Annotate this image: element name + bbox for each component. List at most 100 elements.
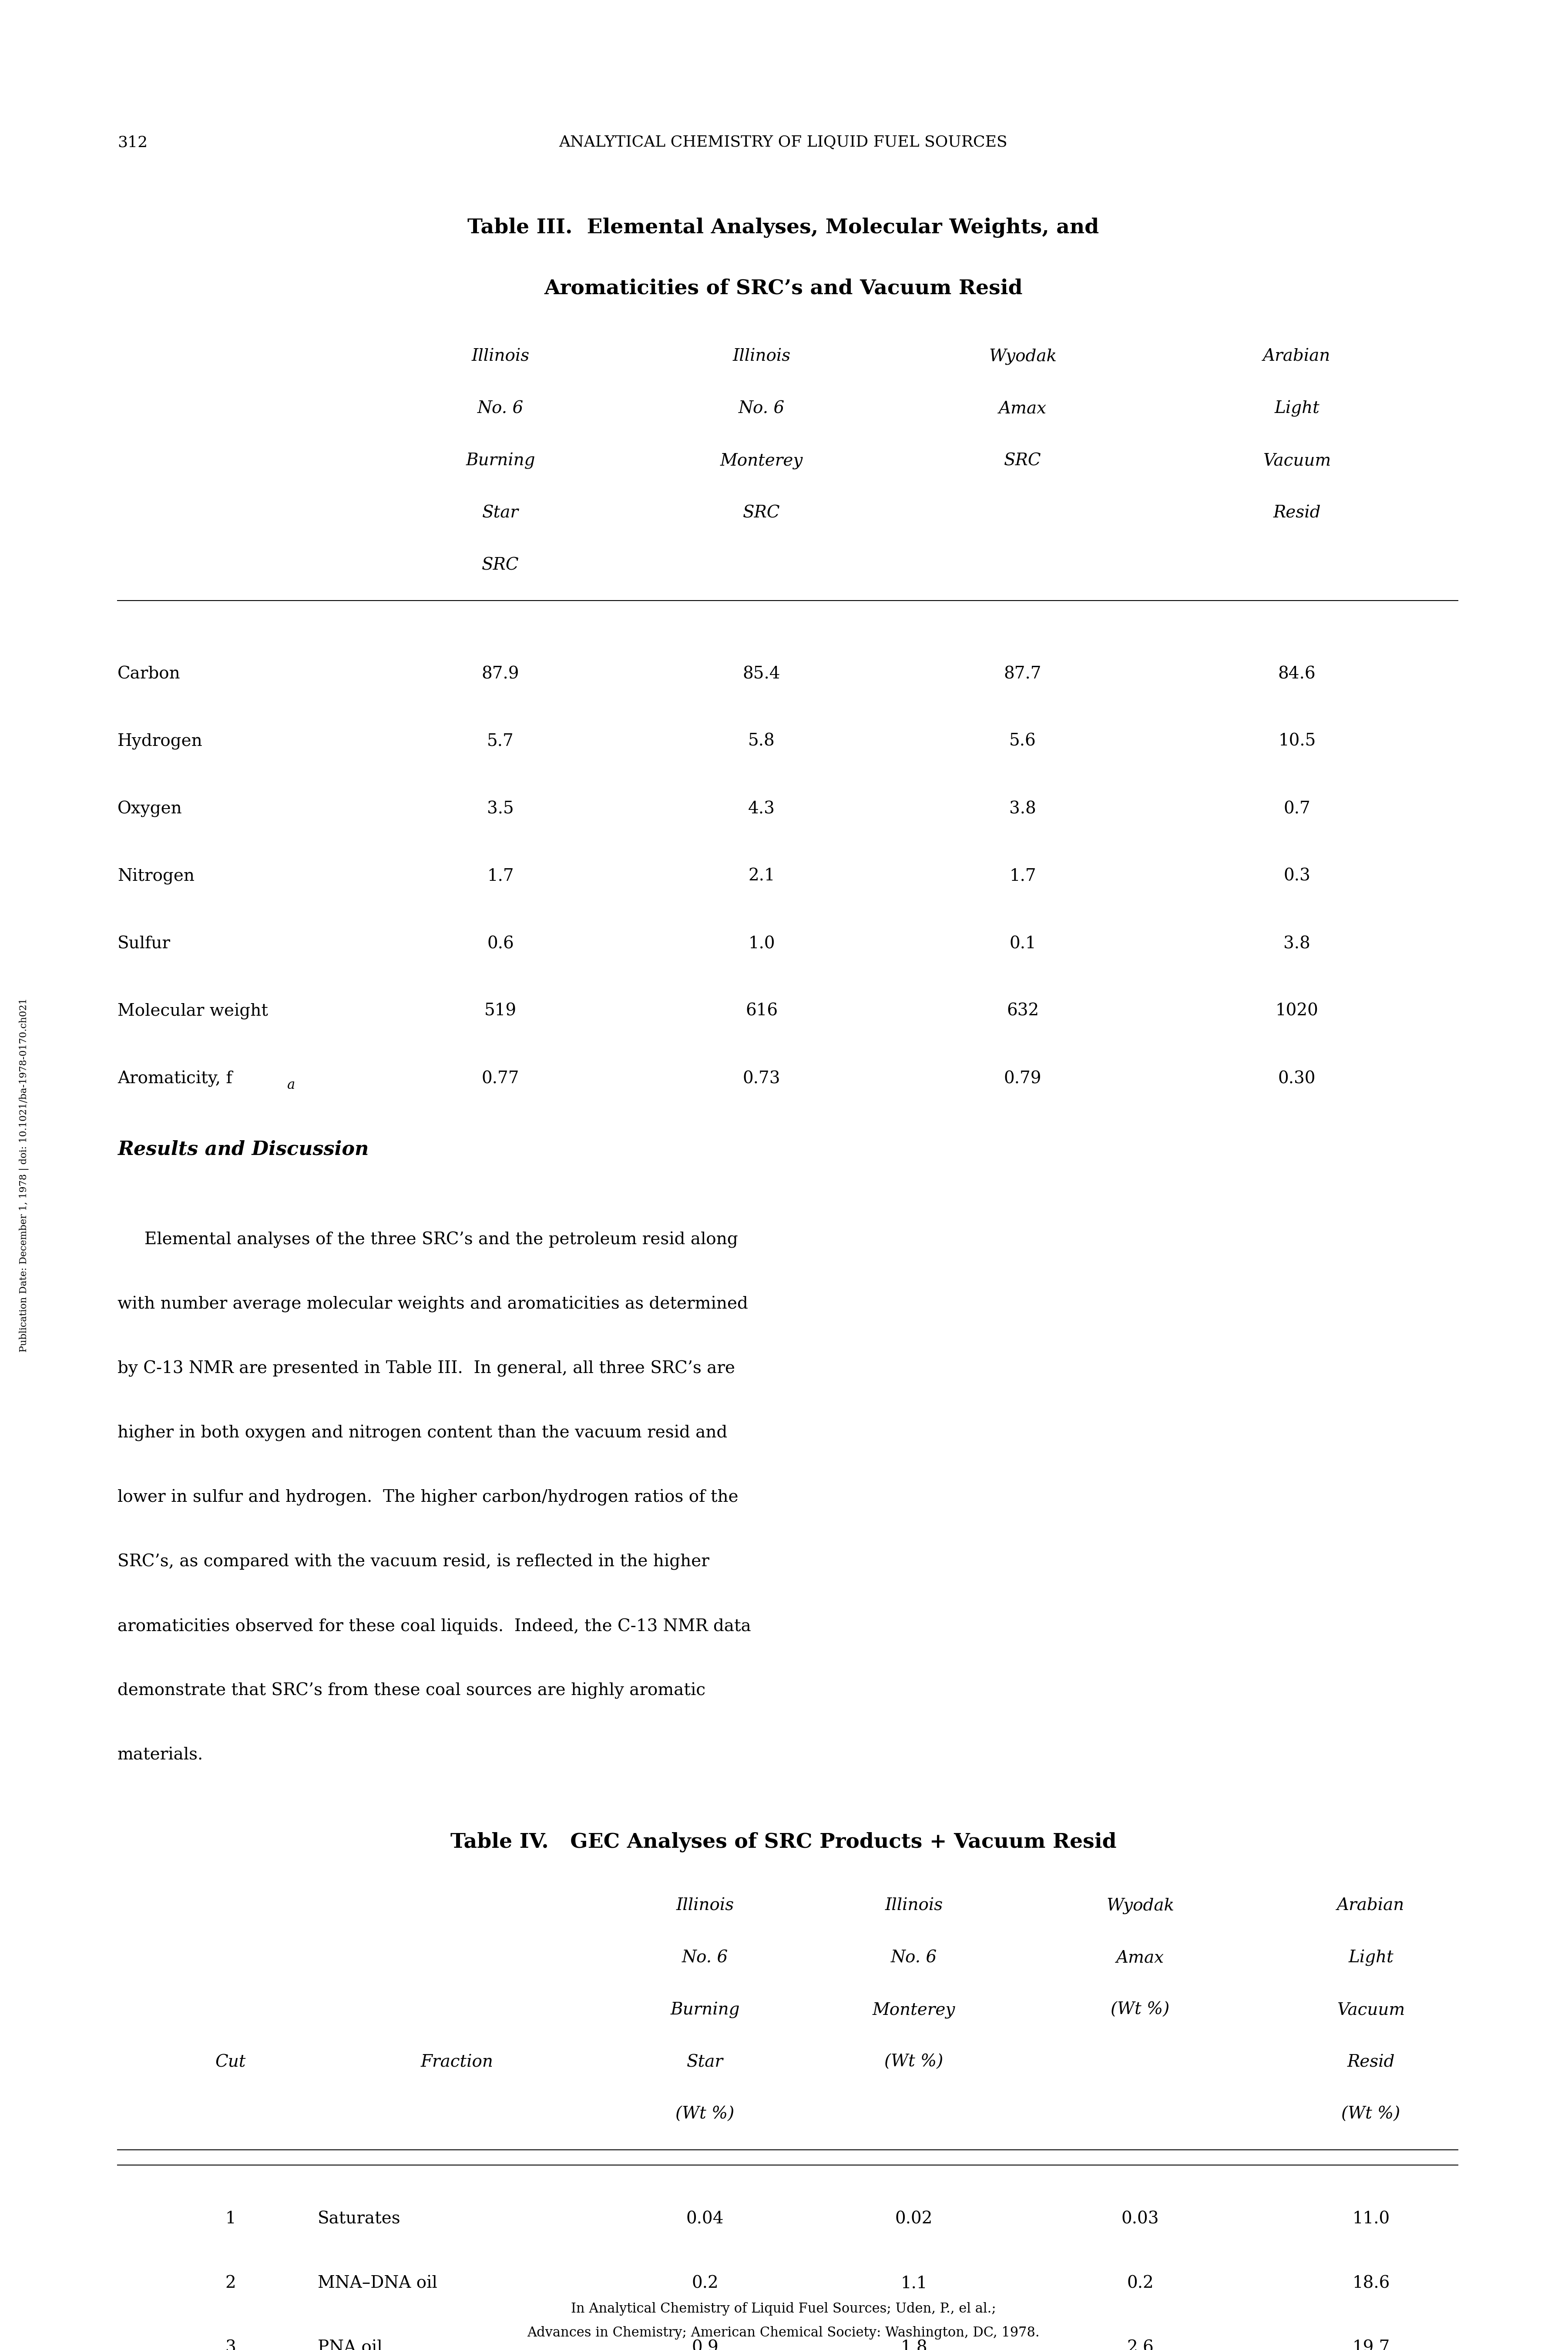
- Text: Publication Date: December 1, 1978 | doi: 10.1021/ba-1978-0170.ch021: Publication Date: December 1, 1978 | doi…: [19, 999, 28, 1351]
- Text: Vacuum: Vacuum: [1262, 454, 1331, 468]
- Text: PNA oil: PNA oil: [318, 2341, 383, 2350]
- Text: Amax: Amax: [999, 400, 1046, 416]
- Text: by C-13 NMR are presented in Table III.  In general, all three SRC’s are: by C-13 NMR are presented in Table III. …: [118, 1361, 735, 1377]
- Text: Wyodak: Wyodak: [1107, 1896, 1174, 1913]
- Text: Saturates: Saturates: [318, 2211, 401, 2228]
- Text: a: a: [287, 1079, 295, 1093]
- Text: 1.1: 1.1: [900, 2275, 927, 2291]
- Text: 0.04: 0.04: [687, 2211, 724, 2228]
- Text: Aromaticity, f: Aromaticity, f: [118, 1072, 232, 1088]
- Text: 2: 2: [226, 2275, 237, 2291]
- Text: with number average molecular weights and aromaticities as determined: with number average molecular weights an…: [118, 1295, 748, 1314]
- Text: Results and Discussion: Results and Discussion: [118, 1140, 368, 1159]
- Text: 10.5: 10.5: [1278, 733, 1316, 750]
- Text: Resid: Resid: [1273, 505, 1320, 522]
- Text: 519: 519: [485, 1003, 516, 1020]
- Text: No. 6: No. 6: [739, 400, 784, 416]
- Text: Fraction: Fraction: [420, 2054, 494, 2070]
- Text: 18.6: 18.6: [1352, 2275, 1389, 2291]
- Text: Oxygen: Oxygen: [118, 801, 182, 818]
- Text: 1.0: 1.0: [748, 935, 775, 952]
- Text: 0.73: 0.73: [743, 1072, 781, 1086]
- Text: (Wt %): (Wt %): [1342, 2106, 1400, 2122]
- Text: Aromaticities of SRC’s and Vacuum Resid: Aromaticities of SRC’s and Vacuum Resid: [544, 280, 1022, 298]
- Text: 84.6: 84.6: [1278, 665, 1316, 681]
- Text: Table III.  Elemental Analyses, Molecular Weights, and: Table III. Elemental Analyses, Molecular…: [467, 219, 1099, 237]
- Text: Arabian: Arabian: [1338, 1896, 1405, 1913]
- Text: materials.: materials.: [118, 1746, 204, 1762]
- Text: 1020: 1020: [1275, 1003, 1319, 1020]
- Text: aromaticities observed for these coal liquids.  Indeed, the C-13 NMR data: aromaticities observed for these coal li…: [118, 1619, 751, 1633]
- Text: lower in sulfur and hydrogen.  The higher carbon/hydrogen ratios of the: lower in sulfur and hydrogen. The higher…: [118, 1490, 739, 1506]
- Text: Illinois: Illinois: [676, 1896, 734, 1913]
- Text: 0.2: 0.2: [1127, 2275, 1154, 2291]
- Text: higher in both oxygen and nitrogen content than the vacuum resid and: higher in both oxygen and nitrogen conte…: [118, 1424, 728, 1441]
- Text: Cut: Cut: [215, 2054, 246, 2070]
- Text: Illinois: Illinois: [472, 348, 530, 364]
- Text: Monterey: Monterey: [872, 2002, 955, 2019]
- Text: Arabian: Arabian: [1264, 348, 1331, 364]
- Text: 5.7: 5.7: [488, 733, 514, 750]
- Text: Star: Star: [687, 2054, 723, 2070]
- Text: Nitrogen: Nitrogen: [118, 867, 194, 884]
- Text: Resid: Resid: [1347, 2054, 1394, 2070]
- Text: 1.8: 1.8: [900, 2341, 927, 2350]
- Text: 4.3: 4.3: [748, 801, 775, 818]
- Text: 2.1: 2.1: [748, 867, 775, 884]
- Text: 0.2: 0.2: [691, 2275, 718, 2291]
- Text: SRC: SRC: [481, 557, 519, 573]
- Text: 1.7: 1.7: [488, 867, 514, 884]
- Text: 0.6: 0.6: [488, 935, 514, 952]
- Text: No. 6: No. 6: [477, 400, 524, 416]
- Text: 0.9: 0.9: [691, 2341, 718, 2350]
- Text: 0.3: 0.3: [1284, 867, 1311, 884]
- Text: 0.03: 0.03: [1121, 2211, 1159, 2228]
- Text: Illinois: Illinois: [732, 348, 790, 364]
- Text: 0.79: 0.79: [1004, 1072, 1041, 1086]
- Text: Molecular weight: Molecular weight: [118, 1003, 268, 1020]
- Text: Burning: Burning: [466, 454, 535, 470]
- Text: 3.8: 3.8: [1284, 935, 1311, 952]
- Text: Monterey: Monterey: [720, 454, 803, 470]
- Text: 0.7: 0.7: [1284, 801, 1311, 818]
- Text: 0.77: 0.77: [481, 1072, 519, 1086]
- Text: 85.4: 85.4: [743, 665, 781, 681]
- Text: Table IV.   GEC Analyses of SRC Products + Vacuum Resid: Table IV. GEC Analyses of SRC Products +…: [450, 1833, 1116, 1852]
- Text: (Wt %): (Wt %): [676, 2106, 734, 2122]
- Text: Star: Star: [483, 505, 519, 522]
- Text: 1: 1: [226, 2211, 237, 2228]
- Text: 5.6: 5.6: [1010, 733, 1036, 750]
- Text: SRC’s, as compared with the vacuum resid, is reflected in the higher: SRC’s, as compared with the vacuum resid…: [118, 1553, 709, 1570]
- Text: 11.0: 11.0: [1352, 2211, 1389, 2228]
- Text: 5.8: 5.8: [748, 733, 775, 750]
- Text: ANALYTICAL CHEMISTRY OF LIQUID FUEL SOURCES: ANALYTICAL CHEMISTRY OF LIQUID FUEL SOUR…: [560, 134, 1008, 150]
- Text: In Analytical Chemistry of Liquid Fuel Sources; Uden, P., el al.;: In Analytical Chemistry of Liquid Fuel S…: [571, 2303, 996, 2315]
- Text: Illinois: Illinois: [884, 1896, 942, 1913]
- Text: Hydrogen: Hydrogen: [118, 733, 202, 750]
- Text: 312: 312: [118, 134, 147, 150]
- Text: No. 6: No. 6: [891, 1950, 938, 1965]
- Text: 0.30: 0.30: [1278, 1072, 1316, 1086]
- Text: 1.7: 1.7: [1010, 867, 1036, 884]
- Text: Burning: Burning: [670, 2002, 740, 2019]
- Text: 3: 3: [226, 2341, 237, 2350]
- Text: 0.1: 0.1: [1010, 935, 1036, 952]
- Text: Elemental analyses of the three SRC’s and the petroleum resid along: Elemental analyses of the three SRC’s an…: [118, 1231, 739, 1248]
- Text: SRC: SRC: [1004, 454, 1041, 468]
- Text: MNA–DNA oil: MNA–DNA oil: [318, 2275, 437, 2291]
- Text: SRC: SRC: [743, 505, 781, 522]
- Text: 3.5: 3.5: [488, 801, 514, 818]
- Text: Light: Light: [1348, 1950, 1394, 1967]
- Text: 0.02: 0.02: [895, 2211, 933, 2228]
- Text: 19.7: 19.7: [1352, 2341, 1389, 2350]
- Text: (Wt %): (Wt %): [1110, 2002, 1170, 2019]
- Text: Sulfur: Sulfur: [118, 935, 171, 952]
- Text: 3.8: 3.8: [1010, 801, 1036, 818]
- Text: Amax: Amax: [1116, 1950, 1163, 1965]
- Text: Vacuum: Vacuum: [1338, 2002, 1405, 2019]
- Text: Carbon: Carbon: [118, 665, 180, 681]
- Text: (Wt %): (Wt %): [884, 2054, 944, 2070]
- Text: 2.6: 2.6: [1127, 2341, 1154, 2350]
- Text: 632: 632: [1007, 1003, 1040, 1020]
- Text: Wyodak: Wyodak: [989, 348, 1057, 364]
